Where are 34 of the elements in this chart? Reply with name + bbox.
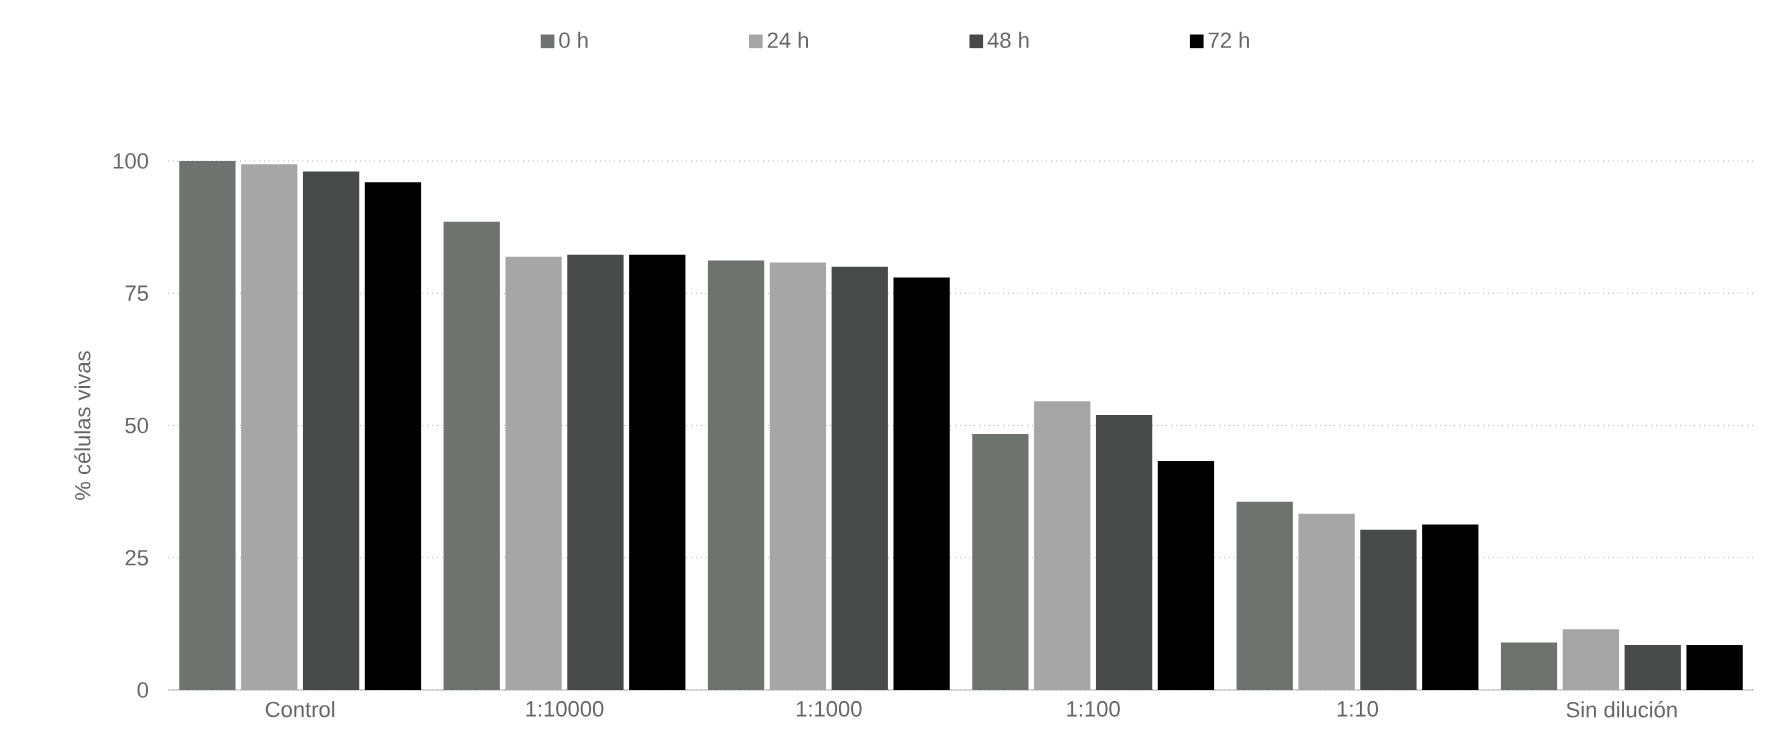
legend-label: 0 h — [559, 31, 588, 49]
bar — [629, 254, 686, 690]
bar — [364, 182, 422, 690]
y-axis-title: % células vivas — [74, 351, 91, 500]
bar — [707, 260, 765, 690]
bar — [302, 171, 360, 690]
x-tick-label: Sin dilución — [1566, 701, 1677, 718]
legend-label: 48 h — [987, 31, 1029, 49]
bar — [1500, 642, 1558, 690]
bar — [1095, 414, 1153, 690]
bar — [443, 221, 500, 690]
y-tick-label: 100 — [113, 153, 149, 169]
bar — [1360, 529, 1417, 690]
bar — [179, 161, 236, 690]
bar — [567, 254, 624, 690]
legend-label: 24 h — [767, 31, 808, 48]
x-tick-label: 1:10 — [1337, 701, 1379, 717]
bar — [893, 277, 950, 690]
x-tick-label: 1:100 — [1067, 701, 1120, 717]
bar — [1157, 460, 1215, 690]
bar — [1236, 501, 1293, 690]
bar — [972, 433, 1029, 690]
bar — [831, 266, 888, 690]
legend-label: 72 h — [1208, 31, 1249, 48]
bar — [1422, 524, 1479, 690]
x-tick-label: 1:1000 — [796, 701, 862, 717]
y-tick-label: 75 — [125, 285, 148, 301]
x-tick-label: Control — [265, 701, 335, 718]
bar — [1686, 645, 1743, 690]
y-tick-label: 0 — [137, 682, 149, 698]
y-tick-label: 25 — [125, 549, 148, 566]
bar — [1624, 645, 1681, 690]
y-tick-label: 50 — [125, 417, 149, 434]
x-tick-label: 1:10000 — [526, 701, 604, 717]
